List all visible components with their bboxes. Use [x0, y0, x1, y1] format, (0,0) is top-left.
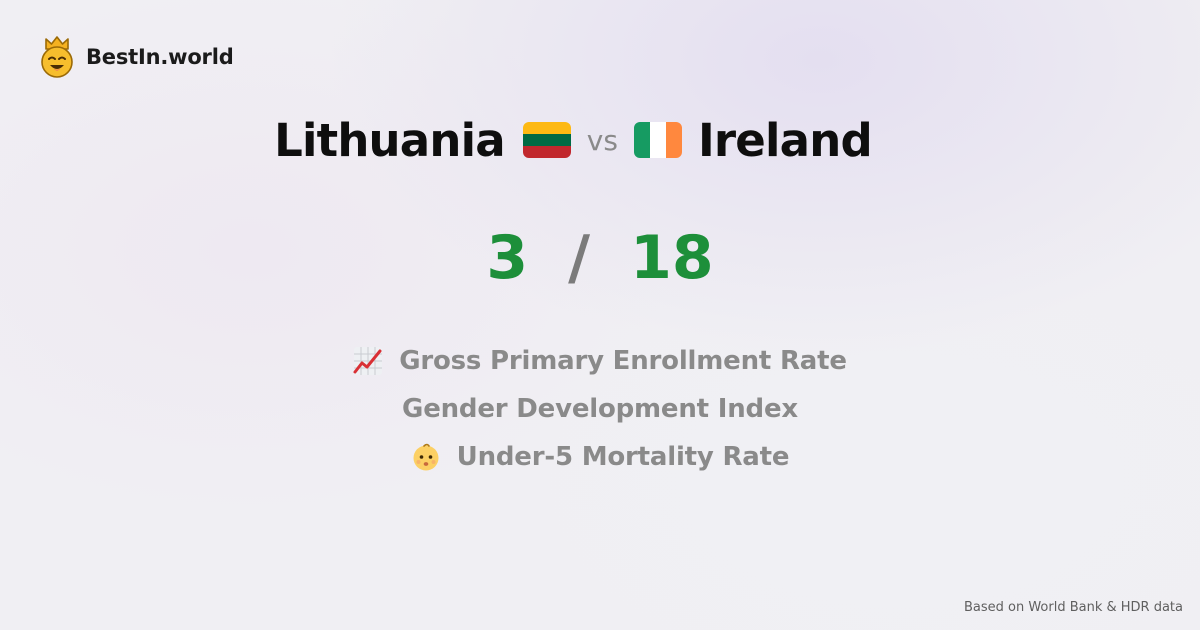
country-a-name: Lithuania — [274, 113, 505, 167]
metric-item: Gross Primary Enrollment Rate — [0, 337, 1200, 385]
metric-label: Gender Development Index — [402, 394, 798, 424]
ireland-flag-icon — [633, 122, 682, 158]
chart-increasing-icon — [353, 347, 383, 375]
lithuania-flag-icon — [522, 122, 571, 158]
score-a: 3 — [486, 223, 529, 293]
score-b: 18 — [630, 223, 714, 293]
score-separator: / — [568, 223, 591, 293]
metrics-list: Gross Primary Enrollment Rate Gender Dev… — [0, 337, 1200, 481]
metric-item: Under-5 Mortality Rate — [0, 433, 1200, 481]
country-b-name: Ireland — [697, 113, 873, 167]
vs-label: vs — [586, 123, 618, 157]
baby-face-icon — [413, 443, 439, 471]
metric-label: Gross Primary Enrollment Rate — [399, 346, 847, 376]
score-display: 3 / 18 — [0, 220, 1200, 296]
metric-item: Gender Development Index — [0, 385, 1200, 433]
comparison-title: Lithuania vs Ireland — [0, 108, 1146, 172]
data-source-note: Based on World Bank & HDR data — [963, 600, 1183, 615]
brand-name: BestIn.world — [86, 45, 234, 69]
crown-smiley-icon — [41, 36, 73, 78]
metric-label: Under-5 Mortality Rate — [456, 442, 790, 472]
brand-logo[interactable]: BestIn.world — [38, 35, 234, 79]
